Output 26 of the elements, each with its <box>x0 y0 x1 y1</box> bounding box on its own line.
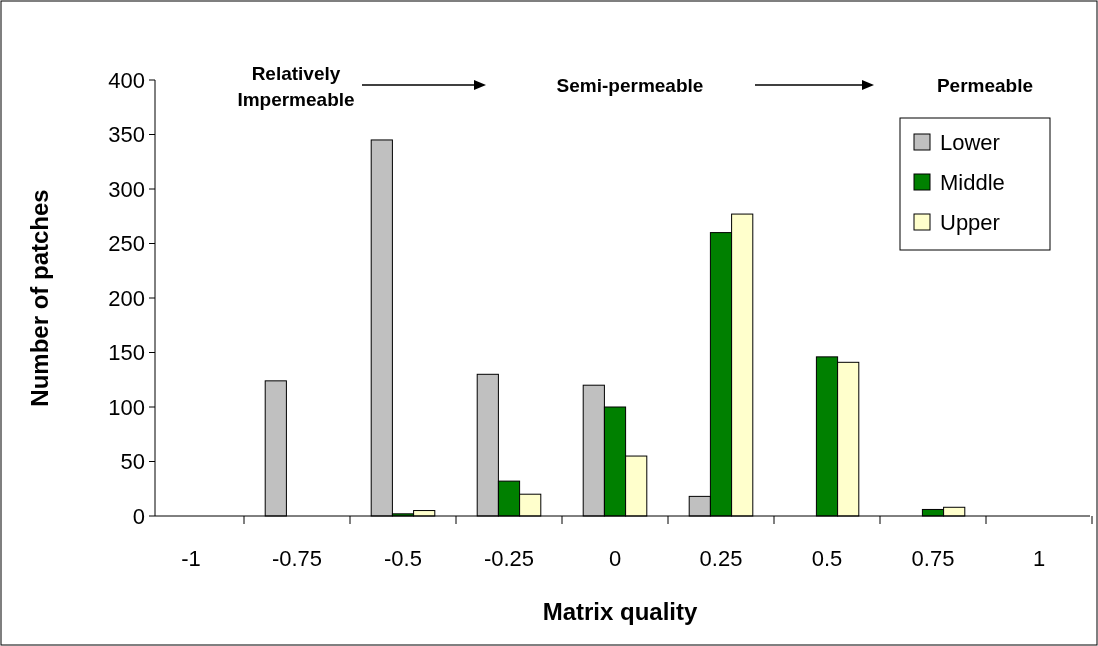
y-axis-title: Number of patches <box>26 189 53 407</box>
y-tick-label: 200 <box>108 285 145 311</box>
y-tick-label: 400 <box>108 67 145 93</box>
x-tick-label: 1 <box>1032 546 1046 571</box>
y-tick-label: 50 <box>120 449 145 475</box>
y-tick-label: 150 <box>108 340 145 366</box>
x-tick-label: 0.25 <box>699 546 743 571</box>
x-tick-label: -0.75 <box>271 546 323 571</box>
y-tick-label: 300 <box>108 176 145 202</box>
y-tick-label: 100 <box>108 394 145 420</box>
annotation: Permeable <box>936 75 1034 96</box>
y-tick-label: 0 <box>132 503 145 529</box>
annotation: Relatively Impermeable <box>237 63 355 110</box>
x-tick-label: 0 <box>608 546 622 571</box>
x-tick-label: -1 <box>181 546 201 571</box>
y-tick-label: 350 <box>108 122 145 148</box>
x-axis-title: Matrix quality <box>542 598 698 625</box>
legend-label: Middle <box>940 169 1005 195</box>
x-tick-label: -0.5 <box>384 546 422 571</box>
legend-label: Upper <box>940 209 1000 235</box>
annotation: Semi-permeable <box>556 75 704 96</box>
x-tick-label: -0.25 <box>483 546 535 571</box>
legend-label: Lower <box>940 129 1000 155</box>
y-tick-label: 250 <box>108 231 145 257</box>
x-tick-label: 0.5 <box>811 546 843 571</box>
x-tick-label: 0.75 <box>911 546 955 571</box>
